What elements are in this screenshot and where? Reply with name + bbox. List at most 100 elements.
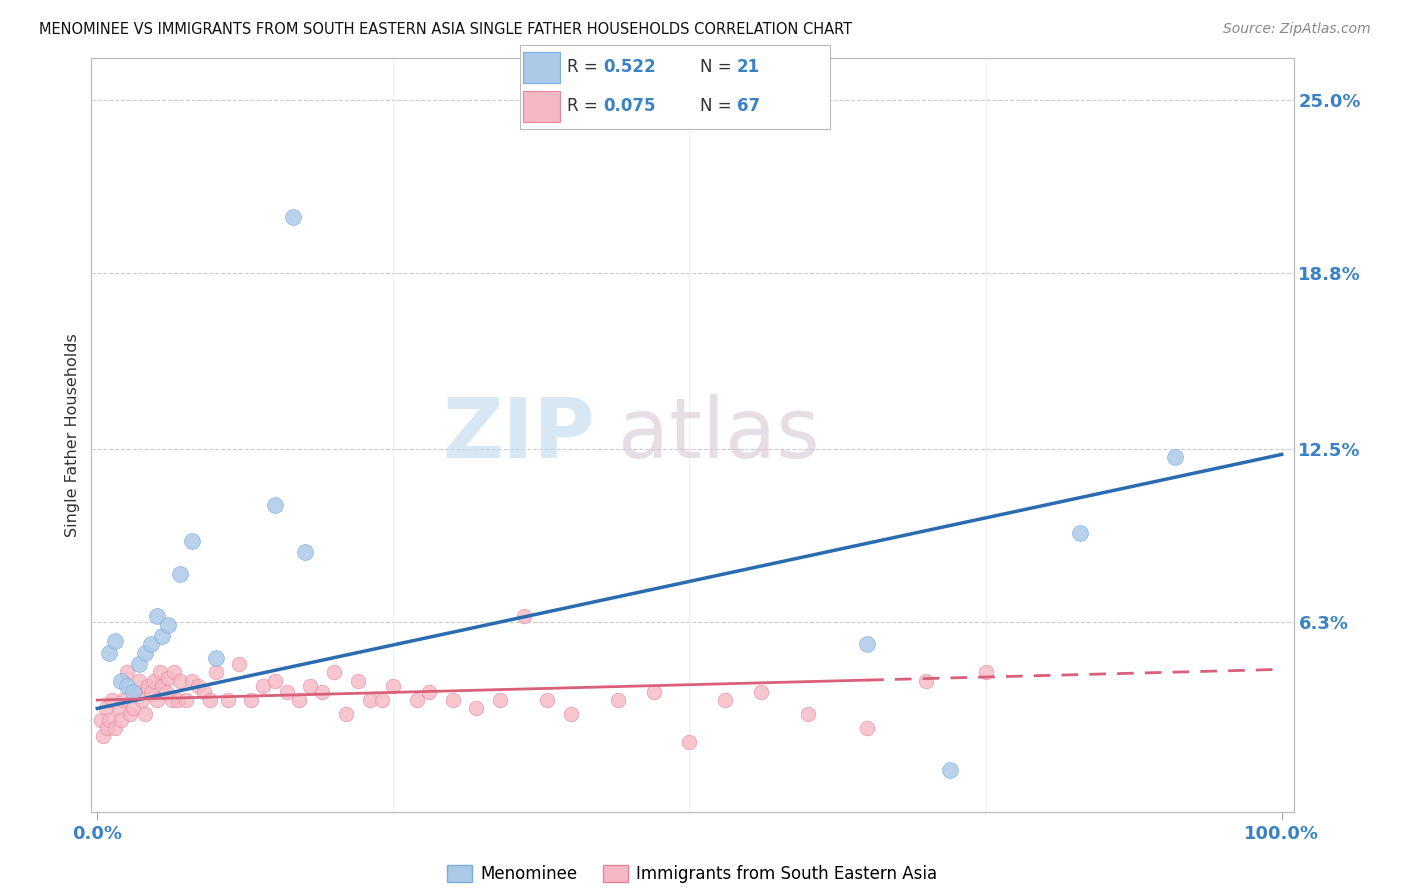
Point bbox=[128, 657, 150, 671]
Text: 0.075: 0.075 bbox=[603, 97, 657, 115]
Point bbox=[181, 673, 204, 688]
Point bbox=[915, 673, 938, 688]
Point bbox=[489, 693, 512, 707]
Text: atlas: atlas bbox=[619, 394, 820, 475]
Point bbox=[124, 684, 146, 698]
Point bbox=[406, 693, 429, 707]
Point bbox=[152, 629, 174, 643]
Point bbox=[335, 706, 357, 721]
Point bbox=[96, 721, 118, 735]
Point bbox=[157, 617, 180, 632]
Point bbox=[187, 679, 209, 693]
Point bbox=[939, 763, 962, 777]
Point bbox=[252, 679, 274, 693]
Point bbox=[974, 665, 997, 680]
Point bbox=[128, 673, 150, 688]
FancyBboxPatch shape bbox=[523, 91, 561, 121]
Point bbox=[98, 713, 121, 727]
Point bbox=[155, 684, 177, 698]
Point bbox=[311, 684, 333, 698]
Point bbox=[287, 693, 309, 707]
Point bbox=[100, 693, 122, 707]
Point bbox=[536, 693, 558, 707]
Text: N =: N = bbox=[700, 59, 737, 77]
Point bbox=[91, 730, 114, 744]
Point bbox=[560, 706, 582, 721]
Point bbox=[134, 706, 156, 721]
Point bbox=[856, 637, 879, 651]
Point bbox=[299, 679, 322, 693]
Point bbox=[115, 665, 138, 680]
Text: MENOMINEE VS IMMIGRANTS FROM SOUTH EASTERN ASIA SINGLE FATHER HOUSEHOLDS CORRELA: MENOMINEE VS IMMIGRANTS FROM SOUTH EASTE… bbox=[39, 22, 852, 37]
Point bbox=[157, 671, 180, 685]
Point bbox=[512, 609, 534, 624]
Point bbox=[193, 684, 215, 698]
Point bbox=[240, 693, 263, 707]
Point bbox=[90, 713, 112, 727]
Point bbox=[856, 721, 879, 735]
Point bbox=[418, 684, 440, 698]
Point bbox=[139, 637, 162, 651]
Point bbox=[264, 498, 287, 512]
Point bbox=[465, 701, 488, 715]
Point bbox=[1069, 525, 1091, 540]
Point bbox=[347, 673, 370, 688]
Point bbox=[160, 693, 183, 707]
Text: ZIP: ZIP bbox=[443, 394, 595, 475]
Point bbox=[370, 693, 392, 707]
Point bbox=[1164, 450, 1187, 465]
Point bbox=[104, 634, 127, 648]
Point bbox=[678, 735, 700, 749]
Text: R =: R = bbox=[567, 59, 603, 77]
Point bbox=[323, 665, 346, 680]
Point bbox=[152, 679, 174, 693]
Point bbox=[112, 693, 135, 707]
Point bbox=[174, 693, 197, 707]
Text: 67: 67 bbox=[737, 97, 759, 115]
Point bbox=[121, 684, 143, 698]
Point bbox=[121, 701, 143, 715]
Point bbox=[204, 665, 226, 680]
Point bbox=[382, 679, 405, 693]
Point bbox=[166, 693, 188, 707]
Point bbox=[181, 533, 204, 548]
Point bbox=[217, 693, 239, 707]
Legend: Menominee, Immigrants from South Eastern Asia: Menominee, Immigrants from South Eastern… bbox=[441, 859, 943, 890]
Point bbox=[264, 673, 287, 688]
Point bbox=[643, 684, 665, 698]
Point bbox=[110, 673, 132, 688]
Point bbox=[607, 693, 630, 707]
Point bbox=[131, 693, 153, 707]
Point bbox=[98, 646, 121, 660]
Y-axis label: Single Father Households: Single Father Households bbox=[65, 333, 80, 537]
Text: Source: ZipAtlas.com: Source: ZipAtlas.com bbox=[1223, 22, 1371, 37]
Point bbox=[149, 665, 172, 680]
Text: R =: R = bbox=[567, 97, 603, 115]
Point bbox=[204, 651, 226, 665]
Point bbox=[228, 657, 250, 671]
Point bbox=[276, 684, 298, 698]
Point bbox=[797, 706, 820, 721]
Point bbox=[145, 693, 167, 707]
Text: 21: 21 bbox=[737, 59, 759, 77]
Text: N =: N = bbox=[700, 97, 737, 115]
Point bbox=[281, 210, 304, 224]
FancyBboxPatch shape bbox=[523, 53, 561, 83]
Point bbox=[749, 684, 772, 698]
Point bbox=[115, 679, 138, 693]
Point bbox=[104, 721, 127, 735]
Point bbox=[110, 713, 132, 727]
Point bbox=[714, 693, 737, 707]
Point bbox=[163, 665, 186, 680]
Point bbox=[94, 701, 117, 715]
Point bbox=[136, 679, 159, 693]
Point bbox=[120, 706, 142, 721]
Point bbox=[134, 646, 156, 660]
Point bbox=[294, 545, 316, 559]
Point bbox=[198, 693, 221, 707]
Point bbox=[441, 693, 464, 707]
Point bbox=[359, 693, 381, 707]
Point bbox=[169, 567, 191, 582]
Point bbox=[169, 673, 191, 688]
Point bbox=[107, 701, 129, 715]
